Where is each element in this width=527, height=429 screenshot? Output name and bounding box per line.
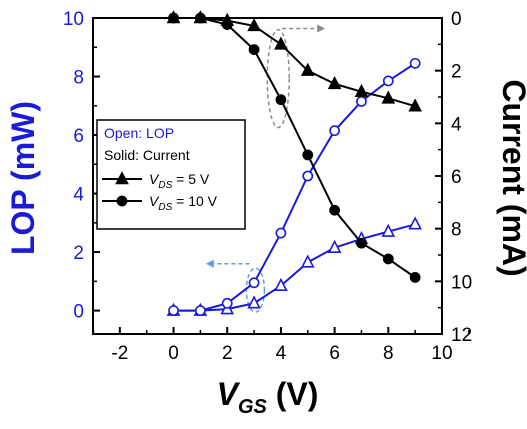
legend-entry: VDS = 10 V — [102, 193, 218, 213]
data-point-triangle — [300, 254, 315, 268]
axis-labels: LOP (mW) Current (mA) VGS (V) — [5, 79, 527, 418]
current-group-ellipse — [266, 28, 290, 129]
y-right-tick-label: 12 — [451, 325, 472, 346]
y-right-tick-label: 4 — [451, 114, 462, 135]
series-line — [173, 62, 416, 312]
series-left-triangle-open — [166, 216, 422, 316]
current-arrowhead — [317, 24, 326, 33]
legend-entry: VDS = 5 V — [102, 171, 210, 191]
data-point-triangle — [408, 98, 422, 112]
data-point-circle — [248, 277, 260, 289]
data-point-circle — [382, 253, 394, 265]
data-point-triangle — [408, 216, 422, 230]
data-point-triangle — [300, 62, 315, 76]
y-right-tick-label: 0 — [451, 9, 462, 30]
x-tick-label: 4 — [276, 343, 287, 364]
y-left-tick-label: 10 — [63, 9, 84, 30]
data-point-circle — [382, 75, 394, 87]
y-right-tick-label: 8 — [451, 220, 462, 241]
series-group — [166, 10, 422, 316]
data-point-circle — [168, 305, 179, 316]
x-tick-label: 8 — [383, 343, 394, 364]
data-point-circle — [221, 19, 233, 30]
data-point-circle — [275, 94, 287, 106]
y-left-axis-title: LOP (mW) — [5, 101, 41, 255]
data-point-circle — [194, 12, 206, 24]
data-point-triangle — [327, 239, 342, 253]
x-tick-label: 2 — [222, 343, 233, 364]
data-point-circle — [248, 44, 260, 55]
y-right-tick-label: 6 — [451, 167, 462, 188]
x-tick-label: 6 — [329, 343, 340, 364]
y-right-axis-title: Current (mA) — [496, 79, 527, 276]
legend-marker-circle — [116, 195, 128, 207]
legend-marker-triangle — [115, 171, 129, 185]
data-point-triangle — [274, 36, 288, 50]
legend-label: VDS = 5 V — [149, 171, 210, 191]
x-tick-label: 0 — [168, 343, 179, 364]
series-left-circle-open — [168, 57, 421, 316]
data-point-circle — [194, 305, 206, 316]
series-line — [173, 17, 416, 279]
data-point-triangle — [381, 223, 396, 237]
data-point-circle — [409, 57, 421, 69]
data-point-circle — [168, 12, 179, 24]
legend-title-open: Open: LOP — [104, 125, 174, 141]
y-left-tick-label: 8 — [73, 68, 84, 89]
lop-arrowhead — [205, 259, 214, 268]
y-left-tick-label: 0 — [73, 302, 84, 323]
series-right-circle-solid — [168, 12, 421, 283]
x-axis-title: VGS (V) — [217, 376, 319, 418]
data-point-circle — [356, 237, 367, 249]
series-line — [173, 223, 416, 312]
data-point-circle — [221, 297, 233, 309]
series-line — [173, 17, 416, 108]
data-point-circle — [302, 170, 314, 182]
y-left-tick-label: 4 — [73, 185, 84, 206]
data-point-triangle — [354, 83, 369, 97]
y-left-tick-label: 6 — [73, 126, 84, 147]
data-point-triangle — [274, 277, 288, 291]
data-point-circle — [302, 149, 314, 161]
data-point-circle — [275, 227, 287, 239]
data-point-triangle — [247, 295, 261, 309]
y-left-tick-label: 2 — [73, 243, 84, 264]
legend-label: VDS = 10 V — [149, 193, 218, 213]
annotations — [205, 24, 326, 313]
data-point-triangle — [247, 18, 261, 32]
lop-group-ellipse — [245, 267, 266, 313]
x-tick-label: 10 — [431, 343, 452, 364]
y-right-tick-label: 10 — [451, 272, 472, 293]
legend-title-solid: Solid: Current — [104, 147, 190, 163]
data-point-circle — [329, 204, 341, 216]
data-point-triangle — [327, 75, 342, 90]
data-point-circle — [329, 125, 341, 137]
data-point-triangle — [381, 90, 396, 104]
data-point-circle — [409, 271, 421, 283]
x-tick-label: -2 — [111, 343, 128, 364]
data-point-circle — [356, 95, 367, 107]
y-right-tick-label: 2 — [451, 62, 462, 83]
series-right-triangle-solid — [166, 10, 422, 112]
